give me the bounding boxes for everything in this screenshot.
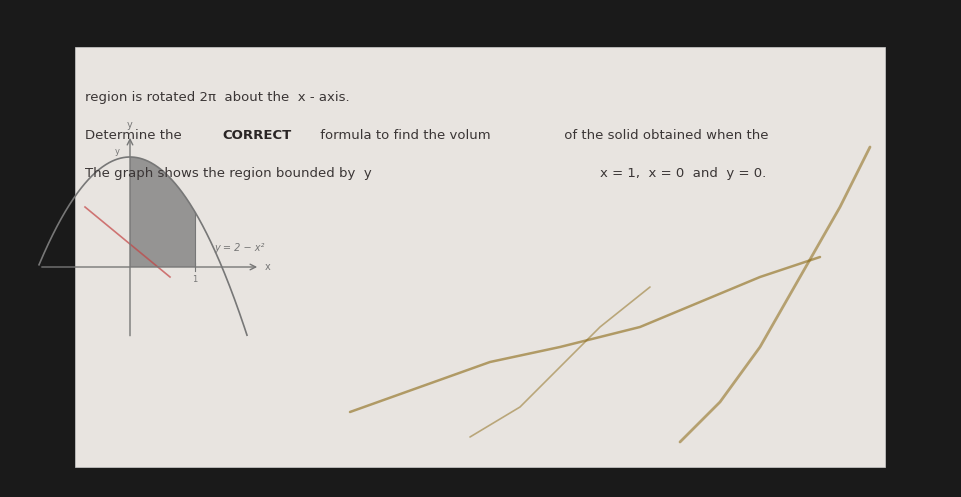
Text: 1: 1 [192, 275, 198, 284]
Text: Determine the: Determine the [85, 129, 186, 142]
Text: of the solid obtained when the: of the solid obtained when the [560, 129, 769, 142]
Text: x = 1,  x = 0  and  y = 0.: x = 1, x = 0 and y = 0. [600, 167, 766, 180]
Text: y: y [127, 120, 133, 130]
Text: The graph shows the region bounded by  y: The graph shows the region bounded by y [85, 167, 372, 180]
FancyBboxPatch shape [75, 47, 885, 467]
Polygon shape [130, 157, 195, 267]
Text: y: y [115, 147, 120, 156]
Text: formula to find the volum: formula to find the volum [316, 129, 491, 142]
Text: y = 2 − x²: y = 2 − x² [214, 243, 265, 253]
Text: x: x [265, 262, 271, 272]
Text: CORRECT: CORRECT [222, 129, 291, 142]
Text: region is rotated 2π  about the  x - axis.: region is rotated 2π about the x - axis. [85, 91, 350, 104]
